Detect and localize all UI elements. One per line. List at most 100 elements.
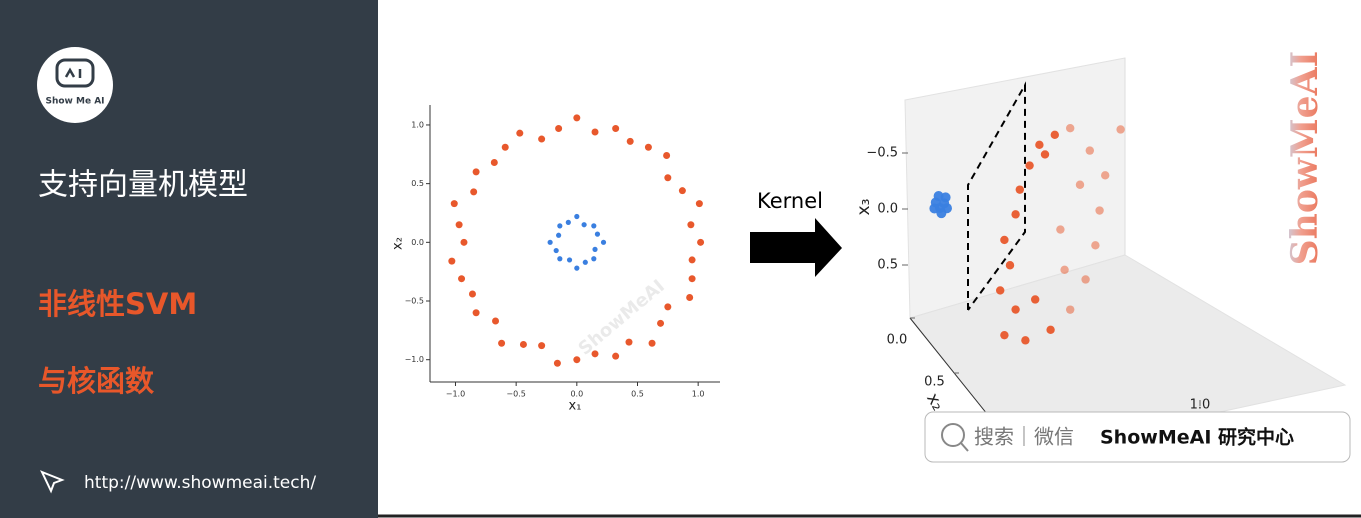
point: [591, 223, 597, 229]
point: [472, 309, 480, 317]
point: [574, 213, 580, 220]
point: [612, 124, 620, 132]
x-tick-label: 0.0: [570, 390, 583, 399]
point: [557, 256, 563, 262]
point: [492, 317, 500, 325]
point: [1031, 295, 1040, 304]
cursor-icon: [40, 470, 65, 494]
point: [574, 265, 580, 271]
point: [600, 239, 607, 245]
z-tick-label: −0.5: [866, 146, 898, 161]
point: [1101, 171, 1110, 180]
point: [470, 188, 478, 196]
arrow-label: Kernel: [757, 189, 823, 213]
point: [555, 124, 563, 132]
slide-title: 支持向量机模型: [38, 168, 248, 203]
point: [697, 238, 705, 246]
x-tick-label: 1.0: [1190, 398, 1211, 413]
point: [1040, 150, 1050, 159]
point: [687, 221, 695, 229]
point: [1025, 161, 1034, 170]
x-tick-label: 1.0: [692, 390, 705, 399]
z-tick-label: 0.0: [877, 202, 898, 217]
y-tick-label: 0.5: [411, 179, 424, 188]
point: [929, 203, 940, 214]
point: [644, 143, 652, 151]
point: [591, 256, 597, 262]
point: [626, 137, 634, 145]
x-tick-label: −0.5: [506, 390, 525, 399]
url[interactable]: http://www.showmeai.tech/: [84, 473, 316, 493]
point: [553, 359, 561, 367]
separating-plane: [967, 81, 1026, 311]
point: [594, 231, 601, 237]
point: [625, 338, 633, 346]
point: [565, 219, 571, 225]
point: [1116, 125, 1125, 134]
logo-text: Show Me AI: [45, 97, 104, 107]
point: [1046, 325, 1055, 334]
y-tick-label: 0.5: [924, 375, 945, 390]
y-tick-label: 0.0: [887, 333, 908, 348]
plane-edge: [967, 81, 1026, 311]
point: [556, 232, 562, 238]
point: [566, 257, 573, 263]
point: [573, 114, 581, 122]
point: [940, 192, 951, 203]
x-tick-label: −1.0: [446, 390, 465, 399]
logo-icon: [55, 58, 95, 88]
point: [538, 342, 546, 350]
x-tick-label: 0.5: [631, 390, 644, 399]
point: [553, 247, 559, 254]
search-box[interactable]: [924, 411, 1351, 463]
point: [1060, 265, 1069, 274]
point: [581, 222, 587, 228]
logo-icon: [64, 67, 82, 78]
point: [591, 350, 599, 358]
point: [582, 259, 588, 265]
point: [573, 356, 581, 364]
point: [1095, 206, 1104, 215]
y-tick-label: 0.0: [411, 238, 424, 247]
point: [1066, 124, 1075, 133]
point: [688, 275, 696, 283]
point: [547, 239, 553, 245]
point: [936, 208, 947, 219]
point: [1035, 140, 1044, 150]
kernel-arrow: [750, 218, 842, 277]
point: [516, 129, 524, 137]
point: [686, 293, 694, 301]
point: [1000, 235, 1009, 245]
search-icon: [960, 442, 969, 452]
y-tick-label: 1.0: [411, 120, 424, 129]
point: [460, 238, 468, 246]
point: [664, 174, 672, 182]
subtitle: 与核函数: [38, 364, 155, 398]
point: [501, 143, 509, 151]
point: [498, 339, 506, 347]
z-axis-label: x₃: [854, 199, 874, 216]
subtitle: 非线性SVM: [38, 287, 197, 321]
search-hint: 搜索｜微信: [974, 425, 1074, 449]
y-tick-label: −0.5: [405, 297, 424, 306]
y-tick-label: −1.0: [405, 355, 424, 364]
point: [455, 221, 463, 229]
point: [1011, 305, 1020, 314]
z-tick-label: 0.5: [877, 258, 898, 273]
point: [648, 339, 656, 347]
point: [1066, 305, 1075, 314]
search-icon: [941, 423, 965, 447]
y-axis-label: x₂: [391, 237, 406, 250]
point: [1056, 225, 1065, 234]
point: [1000, 330, 1009, 340]
point: [678, 187, 686, 195]
point: [448, 257, 456, 265]
x-axis-label: x₁: [569, 399, 582, 414]
point: [657, 319, 665, 327]
point: [1085, 146, 1095, 155]
point: [450, 200, 458, 208]
search-brand: ShowMeAI 研究中心: [1100, 426, 1294, 449]
point: [1091, 241, 1100, 250]
